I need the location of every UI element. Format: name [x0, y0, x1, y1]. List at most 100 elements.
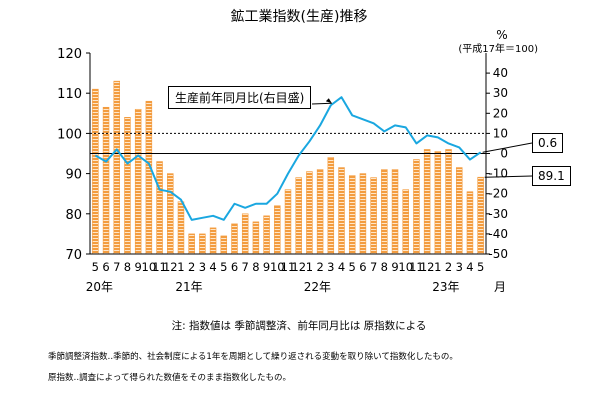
x-tick-label: 2 [445, 260, 452, 274]
bar [434, 151, 442, 255]
bar [113, 80, 121, 255]
bar [327, 157, 335, 255]
left-tick-label: 70 [65, 248, 82, 263]
bar [370, 177, 377, 255]
bar [477, 176, 484, 255]
bar [231, 223, 238, 255]
year-label: 22年 [304, 280, 331, 294]
series-callout-leader [311, 102, 332, 105]
bar [92, 88, 99, 255]
x-tick-label: 10 [270, 260, 285, 274]
x-tick-label: 6 [102, 260, 109, 274]
bar [274, 205, 281, 255]
x-tick-label: 12 [163, 260, 178, 274]
bar [295, 177, 302, 255]
right-tick-label: -30 [488, 207, 508, 221]
year-label: 21年 [175, 280, 202, 294]
axes-layer [86, 52, 490, 255]
bar [134, 108, 142, 255]
right-axis-unit: % [496, 28, 507, 42]
x-tick-label: 4 [209, 260, 216, 274]
right-tick-label: -10 [488, 167, 508, 181]
x-tick-label: 12 [291, 260, 306, 274]
bar [348, 175, 356, 255]
series-callout-arrowhead [325, 98, 332, 104]
footnote-main: 注: 指数値は 季節調整済、前年同月比は 原指数による [171, 320, 427, 332]
yoy-line [94, 96, 482, 221]
right-tick-label: 30 [493, 86, 508, 100]
left-tick-label: 100 [57, 127, 82, 142]
x-tick-label: 7 [113, 260, 120, 274]
callout-layer [311, 98, 533, 178]
x-tick-label: 5 [220, 260, 227, 274]
bar [145, 100, 153, 255]
x-tick-label: 11 [409, 260, 424, 274]
x-tick-label: 8 [252, 260, 259, 274]
x-tick-label: 2 [188, 260, 195, 274]
x-tick-label: 4 [466, 260, 473, 274]
x-tick-label: 7 [242, 260, 249, 274]
bar [423, 149, 431, 255]
bar [284, 189, 292, 255]
x-tick-label: 1 [177, 260, 184, 274]
x-tick-label: 6 [359, 260, 366, 274]
x-tick-label: 4 [338, 260, 345, 274]
series-callout-label: 生産前年同月比(右目盛) [168, 86, 312, 109]
bar [177, 201, 185, 255]
x-tick-label: 8 [124, 260, 131, 274]
left-tick-label: 110 [57, 87, 82, 102]
x-tick-label: 5 [92, 260, 99, 274]
x-tick-label: 11 [152, 260, 167, 274]
x-tick-label: 2 [316, 260, 323, 274]
x-tick-label: 1 [306, 260, 313, 274]
bar [124, 117, 131, 255]
line-layer [94, 96, 482, 221]
bar [263, 215, 270, 255]
x-tick-label: 9 [391, 260, 398, 274]
line-value-leader [482, 142, 533, 153]
x-tick-label: 9 [134, 260, 141, 274]
bar-last-value-label: 89.1 [532, 166, 571, 186]
base-year-note: (平成17年＝100) [458, 44, 538, 55]
year-label: 20年 [86, 280, 113, 294]
right-tick-label: -50 [488, 247, 508, 261]
bar [241, 213, 249, 255]
bar [156, 161, 163, 255]
left-tick-label: 80 [65, 208, 82, 223]
bar [199, 233, 206, 255]
chart-title: 鉱工業指数(生産)推移 [230, 9, 368, 25]
right-tick-label: 10 [493, 126, 508, 140]
left-tick-label: 120 [57, 47, 82, 62]
x-tick-label: 3 [456, 260, 463, 274]
right-tick-label: 20 [493, 106, 508, 120]
bars-layer [92, 80, 484, 255]
x-tick-label: 10 [142, 260, 157, 274]
x-axis-unit: 月 [494, 280, 506, 294]
bar [466, 191, 474, 255]
footnote-raw: 原指数‥調査によって得られた数値をそのまま指数化したもの。 [48, 373, 291, 383]
x-tick-label: 11 [281, 260, 296, 274]
footnote-seasonal: 季節調整済指数‥季節的、社会制度による1年を周期として繰り返される変動を取り除い… [48, 352, 458, 362]
bar [306, 171, 313, 255]
bar [188, 233, 195, 255]
bar [338, 167, 345, 255]
bar [220, 235, 228, 255]
left-tick-label: 90 [65, 168, 82, 183]
bar [359, 173, 367, 255]
bar [445, 149, 452, 255]
x-tick-label: 5 [477, 260, 484, 274]
x-tick-label: 7 [370, 260, 377, 274]
x-tick-label: 10 [398, 260, 413, 274]
x-tick-label: 6 [231, 260, 238, 274]
bar [413, 159, 420, 255]
year-label: 23年 [432, 280, 459, 294]
bar [455, 167, 463, 255]
x-tick-label: 3 [199, 260, 206, 274]
x-tick-label: 5 [349, 260, 356, 274]
x-tick-label: 1 [434, 260, 441, 274]
right-tick-label: 0 [500, 147, 508, 161]
bar [102, 106, 110, 255]
bar [381, 169, 388, 255]
right-tick-label: 40 [493, 66, 508, 80]
